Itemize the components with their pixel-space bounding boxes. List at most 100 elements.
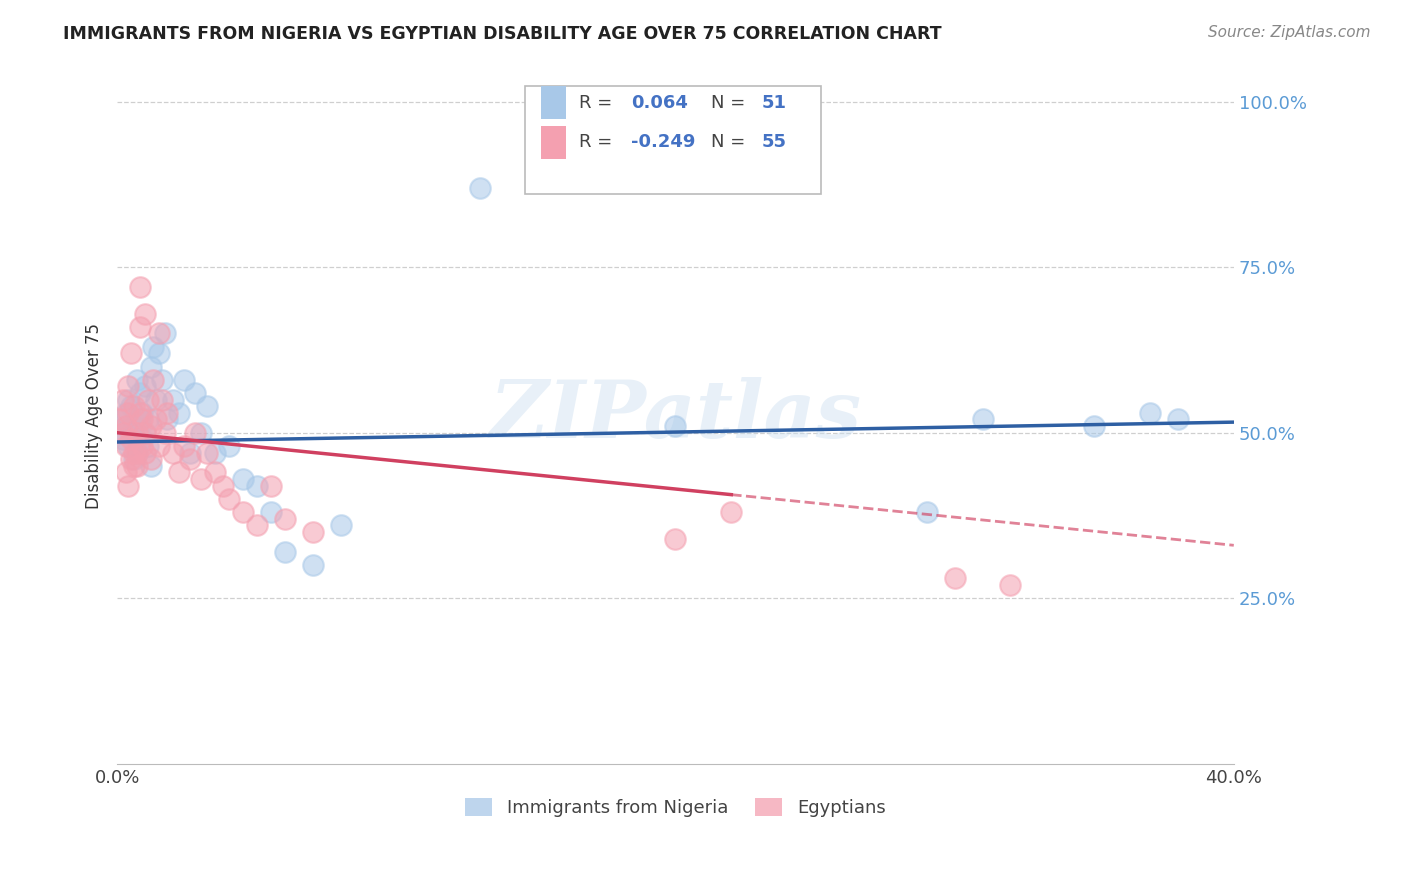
Point: [139, 452, 162, 467]
FancyBboxPatch shape: [524, 86, 821, 194]
Point: [114, 466, 136, 480]
Point: [162, 392, 184, 407]
Point: [122, 419, 145, 434]
Text: N =: N =: [711, 133, 751, 152]
Point: [260, 505, 283, 519]
Point: [108, 412, 131, 426]
Point: [173, 373, 195, 387]
Point: [156, 406, 179, 420]
Point: [120, 346, 142, 360]
Point: [128, 280, 150, 294]
Point: [260, 479, 283, 493]
Point: [162, 445, 184, 459]
Text: 51: 51: [762, 94, 786, 112]
Point: [128, 319, 150, 334]
Point: [134, 425, 156, 440]
Point: [218, 439, 240, 453]
Point: [134, 379, 156, 393]
Point: [131, 412, 153, 426]
Point: [301, 558, 323, 573]
Point: [246, 518, 269, 533]
Point: [142, 340, 165, 354]
Point: [139, 419, 162, 434]
Point: [915, 505, 938, 519]
Point: [190, 472, 212, 486]
Point: [114, 419, 136, 434]
Point: [232, 472, 254, 486]
Point: [125, 425, 148, 440]
Point: [120, 425, 142, 440]
Y-axis label: Disability Age Over 75: Disability Age Over 75: [86, 323, 103, 509]
Point: [204, 445, 226, 459]
Point: [664, 532, 686, 546]
Point: [117, 439, 139, 453]
Point: [120, 433, 142, 447]
Point: [943, 571, 966, 585]
Point: [190, 425, 212, 440]
Point: [148, 326, 170, 341]
Point: [153, 326, 176, 341]
Point: [131, 439, 153, 453]
Point: [111, 392, 134, 407]
Point: [167, 466, 190, 480]
Point: [139, 359, 162, 374]
Point: [153, 425, 176, 440]
Point: [136, 412, 159, 426]
Point: [125, 445, 148, 459]
Point: [329, 518, 352, 533]
Point: [195, 445, 218, 459]
Point: [117, 392, 139, 407]
Point: [195, 399, 218, 413]
Point: [972, 412, 994, 426]
Point: [136, 439, 159, 453]
Point: [156, 412, 179, 426]
Point: [179, 445, 201, 459]
Point: [1167, 412, 1189, 426]
Point: [111, 412, 134, 426]
Point: [184, 425, 207, 440]
Point: [139, 458, 162, 473]
Text: 0.064: 0.064: [631, 94, 688, 112]
Point: [125, 373, 148, 387]
Point: [142, 373, 165, 387]
Point: [468, 180, 491, 194]
Bar: [541, 86, 567, 120]
Point: [122, 458, 145, 473]
Point: [117, 379, 139, 393]
Point: [125, 445, 148, 459]
Point: [117, 479, 139, 493]
Point: [212, 479, 235, 493]
Text: Source: ZipAtlas.com: Source: ZipAtlas.com: [1208, 25, 1371, 40]
Point: [111, 425, 134, 440]
Point: [1083, 419, 1105, 434]
Point: [122, 445, 145, 459]
Point: [301, 524, 323, 539]
Point: [145, 392, 167, 407]
Point: [720, 505, 742, 519]
Bar: [541, 126, 567, 159]
Text: ZIPatlas: ZIPatlas: [489, 377, 862, 455]
Point: [232, 505, 254, 519]
Point: [148, 346, 170, 360]
Point: [114, 419, 136, 434]
Point: [120, 399, 142, 413]
Point: [150, 373, 173, 387]
Point: [273, 545, 295, 559]
Point: [131, 406, 153, 420]
Point: [664, 419, 686, 434]
Point: [1139, 406, 1161, 420]
Legend: Immigrants from Nigeria, Egyptians: Immigrants from Nigeria, Egyptians: [458, 790, 893, 824]
Point: [273, 512, 295, 526]
Point: [150, 392, 173, 407]
Point: [122, 399, 145, 413]
Text: 55: 55: [762, 133, 786, 152]
Point: [173, 439, 195, 453]
Point: [246, 479, 269, 493]
Text: N =: N =: [711, 94, 751, 112]
Point: [128, 386, 150, 401]
Point: [145, 412, 167, 426]
Point: [1000, 578, 1022, 592]
Text: R =: R =: [579, 133, 619, 152]
Point: [204, 466, 226, 480]
Text: IMMIGRANTS FROM NIGERIA VS EGYPTIAN DISABILITY AGE OVER 75 CORRELATION CHART: IMMIGRANTS FROM NIGERIA VS EGYPTIAN DISA…: [63, 25, 942, 43]
